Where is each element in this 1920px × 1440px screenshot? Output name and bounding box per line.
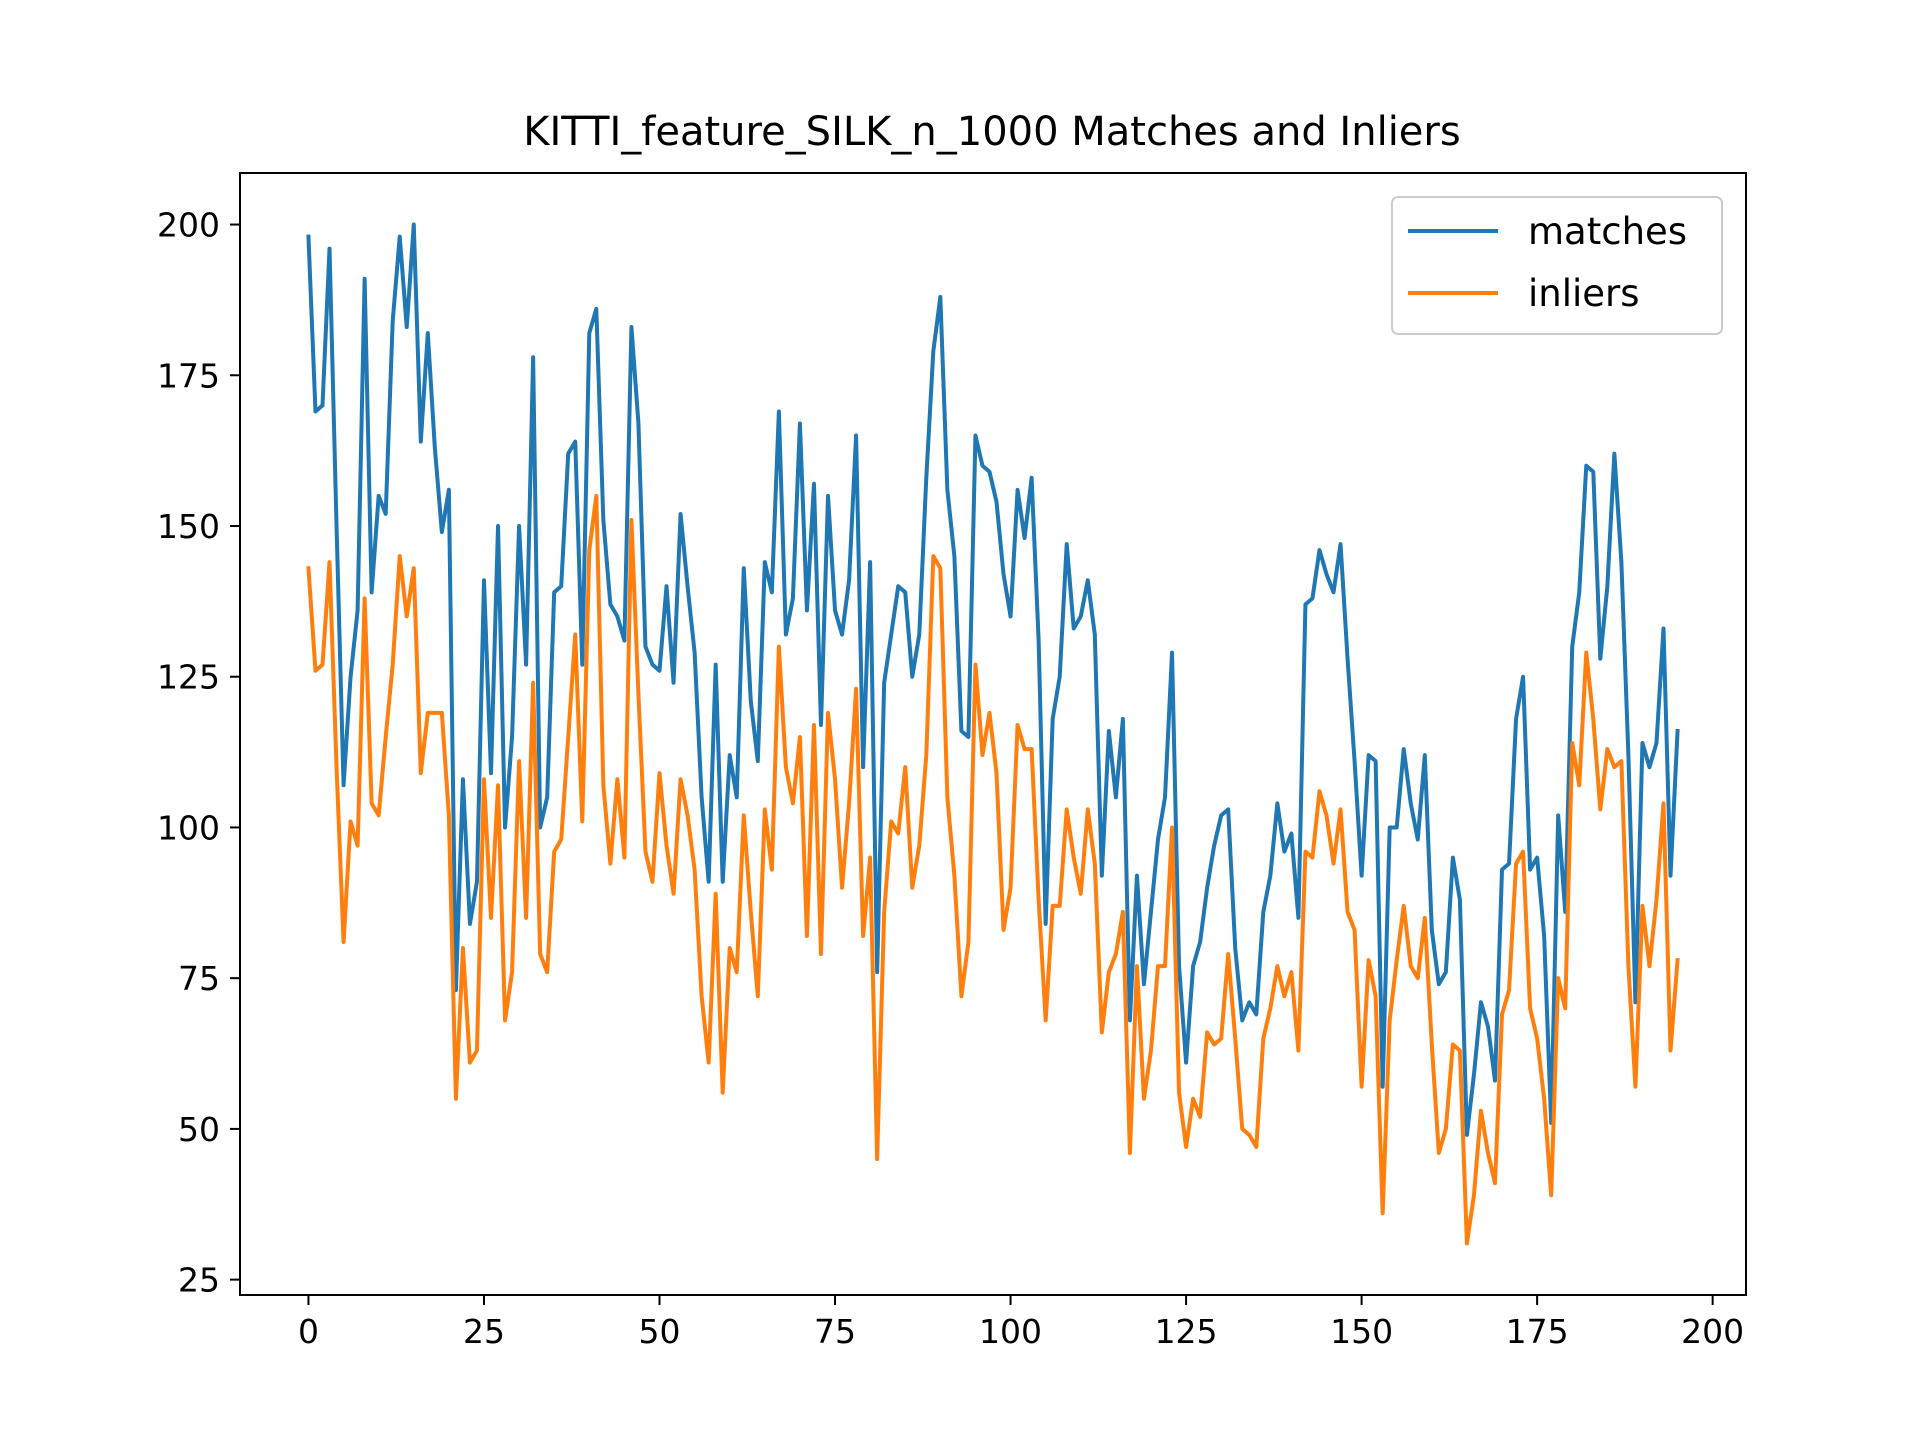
- x-tick-label: 50: [639, 1312, 681, 1351]
- legend-label-matches: matches: [1528, 210, 1687, 253]
- y-tick-label: 125: [157, 658, 220, 697]
- x-tick-label: 75: [814, 1312, 856, 1351]
- legend: matches inliers: [1391, 196, 1723, 335]
- x-tick-label: 125: [1155, 1312, 1218, 1351]
- x-tick-label: 0: [298, 1312, 319, 1351]
- x-tick-label: 25: [463, 1312, 505, 1351]
- y-axis: 25 50 75 100 125 150 175 200: [157, 206, 240, 1300]
- y-tick-label: 150: [157, 507, 220, 546]
- series-layer: [306, 222, 1680, 1246]
- plot-frame: [239, 172, 1747, 1296]
- x-tick-label: 175: [1506, 1312, 1569, 1351]
- x-axis: 0 25 50 75 100 125 150 175 200: [298, 1295, 1744, 1351]
- x-tick-label: 100: [979, 1312, 1042, 1351]
- y-tick-label: 25: [178, 1261, 220, 1300]
- y-tick-label: 50: [178, 1110, 220, 1149]
- series-line-matches: [306, 222, 1680, 1137]
- y-tick-label: 175: [157, 356, 220, 395]
- chart-title: KITTI_feature_SILK_n_1000 Matches and In…: [523, 109, 1460, 155]
- series-line-inliers: [306, 493, 1680, 1246]
- x-tick-label: 200: [1681, 1312, 1744, 1351]
- x-tick-label: 150: [1330, 1312, 1393, 1351]
- y-tick-label: 100: [157, 808, 220, 847]
- y-tick-label: 75: [178, 959, 220, 998]
- legend-label-inliers: inliers: [1528, 272, 1640, 315]
- y-tick-label: 200: [157, 206, 220, 245]
